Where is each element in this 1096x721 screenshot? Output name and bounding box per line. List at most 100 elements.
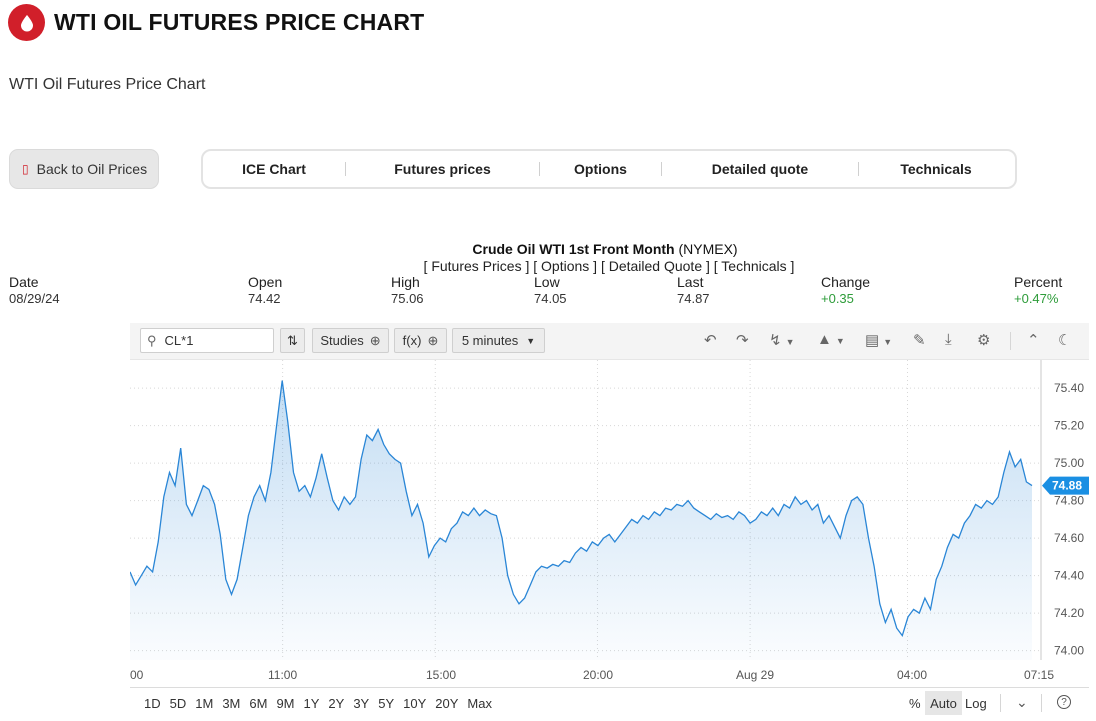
range-20y[interactable]: 20Y [435,696,459,711]
layout-icon[interactable]: ▤ ▼ [865,332,893,349]
price-tick-label: 74.00 [1054,644,1084,658]
price-tick-label: 74.20 [1054,606,1084,620]
undo-icon[interactable]: ↶ [704,332,717,349]
range-5d[interactable]: 5D [169,696,187,711]
time-axis [130,660,1089,688]
range-max[interactable]: Max [467,696,492,711]
tab-options[interactable]: Options [574,161,627,177]
quote-value-open: 74.42 [248,291,281,306]
time-tick: 20:00 [583,668,614,682]
quote-title: Crude Oil WTI 1st Front Month (NYMEX) [0,241,1096,257]
price-tick-label: 74.60 [1054,531,1084,545]
time-tick: Aug 29 [736,668,775,682]
toolbar-divider [1010,332,1011,350]
chevron-down-icon: ▼ [526,335,536,346]
symbol-search-input[interactable]: ⚲ CL*1 [140,328,274,353]
quote-label-low: Low [534,274,560,290]
range-divider [1000,694,1001,712]
expand-down-icon[interactable]: ⌄ [1016,694,1028,710]
quote-label-date: Date [9,274,39,290]
chart-toolbar: ⚲ CL*1 ⇅ Studies ⊕ f(x) ⊕ 5 minutes ▼ ↶ … [130,323,1089,360]
back-button-label: Back to Oil Prices [36,161,148,177]
quote-value-low: 74.05 [534,291,567,306]
add-icon: ⊕ [369,332,381,348]
tab-divider [345,162,346,176]
time-tick: 11:00 [268,668,298,682]
quote-label-change: Change [821,274,871,290]
tab-ice-chart[interactable]: ICE Chart [242,161,306,177]
lightning-icon[interactable]: ↯ ▼ [769,332,795,349]
last-price-badge: 74.88 [1042,476,1089,495]
quote-value-percent: +0.47% [1014,291,1059,306]
page-title: WTI OIL FUTURES PRICE CHART [54,9,425,35]
tab-detailed-quote[interactable]: Detailed quote [711,161,809,177]
add-icon: ⊕ [427,332,439,348]
range-3m[interactable]: 3M [222,696,241,711]
symbol-value: CL*1 [164,333,194,348]
price-tick-label: 74.80 [1054,494,1084,508]
last-price-label: 74.88 [1052,479,1082,493]
range-9m[interactable]: 9M [276,696,295,711]
interval-label: 5 minutes [461,333,519,348]
settings-icon[interactable]: ⚙ [977,332,991,349]
fx-label: f(x) [402,333,422,348]
range-10y[interactable]: 10Y [403,696,427,711]
search-icon: ⚲ [147,332,157,348]
back-arrow-icon: ▯ [22,162,29,176]
dark-mode-icon[interactable]: ☾ [1058,332,1072,349]
tab-divider [858,162,859,176]
fx-button[interactable]: f(x) ⊕ [394,328,447,353]
price-line [130,380,1033,638]
randomize-button[interactable]: ⇅ [280,328,305,353]
range-selector: 1D 5D 1M 3M 6M 9M 1Y 2Y 3Y 5Y 10Y 20Y Ma… [144,696,492,711]
quote-value-change: +0.35 [821,291,854,306]
price-axis: 75.40 75.20 75.00 74.80 74.60 74.40 74.20 74.00 [1054,381,1084,658]
price-tick-label: 74.40 [1054,569,1084,583]
range-6m[interactable]: 6M [249,696,268,711]
price-area [130,380,1032,660]
range-2y[interactable]: 2Y [328,696,345,711]
range-3y[interactable]: 3Y [353,696,370,711]
pencil-icon[interactable]: ✎ [913,332,926,349]
tab-futures-prices[interactable]: Futures prices [394,161,491,177]
help-icon[interactable]: ? [1057,695,1071,709]
range-divider [1041,694,1042,712]
quote-value-last: 74.87 [677,291,710,306]
chart-tabs: ICE Chart Futures prices Options Detaile… [201,149,1017,189]
range-1d[interactable]: 1D [144,696,161,711]
time-tick: 04:00 [897,668,928,682]
download-icon[interactable]: ⤓ [945,331,952,348]
time-tick: 15:00 [426,668,457,682]
quote-label-high: High [391,274,420,290]
randomize-icon: ⇅ [287,332,298,348]
collapse-icon[interactable]: ⌃ [1027,332,1040,349]
scale-percent[interactable]: % [909,696,921,711]
chart-type-icon[interactable]: ▲ ▼ [817,331,845,348]
time-tick: 07:15 [1024,668,1055,682]
redo-icon[interactable]: ↷ [736,332,749,349]
quote-title-name: Crude Oil WTI 1st Front Month [472,241,675,257]
range-1m[interactable]: 1M [195,696,214,711]
tab-divider [661,162,662,176]
price-chart[interactable]: 75.40 75.20 75.00 74.80 74.60 74.40 74.20 74.00… [130,360,1089,660]
last-price-marker [1042,476,1089,495]
range-1y[interactable]: 1Y [303,696,320,711]
quote-label-percent: Percent [1014,274,1063,290]
tab-technicals[interactable]: Technicals [900,161,972,177]
quote-value-date: 08/29/24 [9,291,60,306]
page-subtitle: WTI Oil Futures Price Chart [9,76,206,93]
price-tick-label: 75.00 [1054,456,1084,470]
studies-button[interactable]: Studies ⊕ [312,328,389,353]
tab-divider [539,162,540,176]
price-tick-label: 75.20 [1054,419,1084,433]
quote-exchange: (NYMEX) [678,241,738,257]
interval-dropdown[interactable]: 5 minutes ▼ [452,328,545,353]
quote-links[interactable]: [ Futures Prices ] [ Options ] [ Detaile… [423,258,795,274]
range-5y[interactable]: 5Y [378,696,395,711]
back-to-oil-prices-button[interactable]: ▯ Back to Oil Prices [9,149,159,189]
price-tick-label: 75.40 [1054,381,1084,395]
scale-auto[interactable]: Auto [925,691,962,715]
scale-log[interactable]: Log [965,696,987,711]
studies-label: Studies [320,333,364,348]
oil-drop-icon [8,4,45,41]
